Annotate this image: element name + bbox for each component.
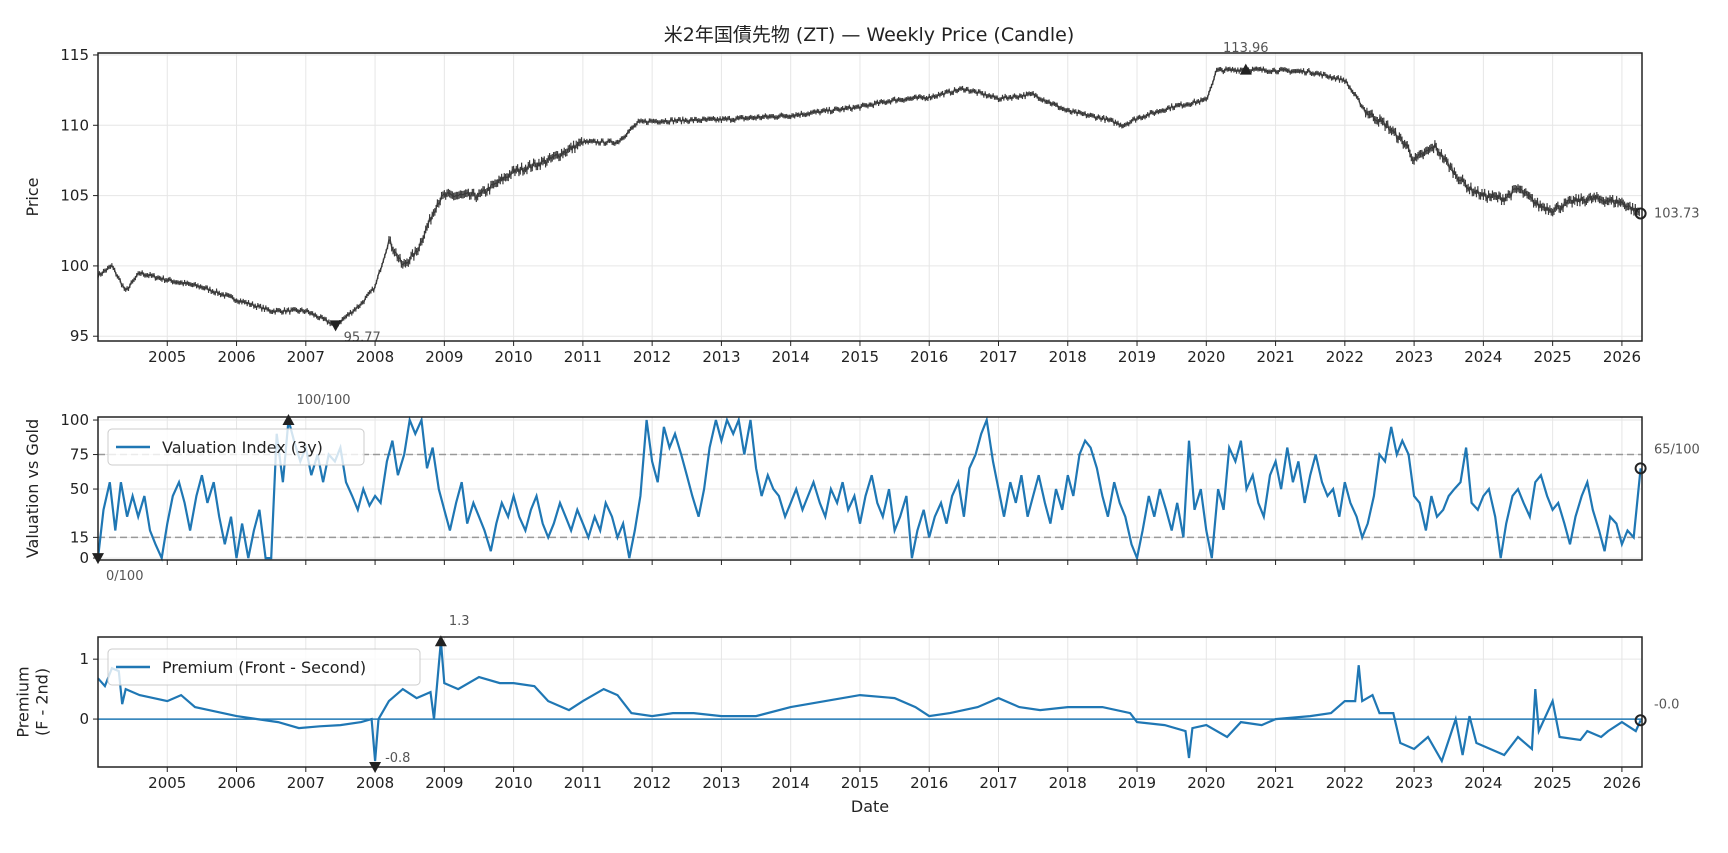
x-tick-label: 2009 [425, 348, 463, 366]
legend-label: Valuation Index (3y) [162, 438, 323, 457]
x-tick-label: 2009 [425, 774, 463, 792]
y-tick-label: 100 [60, 411, 89, 429]
x-tick-label: 2008 [356, 348, 394, 366]
y-tick-label: 100 [60, 257, 89, 275]
x-tick-label: 2008 [356, 774, 394, 792]
panel-1: 0 15 50 75 100 100/100 0/100 65/100 Valuation vs… [23, 393, 1700, 584]
y-tick-label: 0 [79, 549, 89, 567]
max-label: 100/100 [296, 393, 350, 408]
x-tick-label: 2005 [148, 774, 186, 792]
y-axis-label: (F - 2nd) [33, 668, 52, 736]
y-tick-label: 110 [60, 116, 89, 134]
x-tick-label: 2019 [1118, 774, 1156, 792]
panel-0: 2005 2006 2007 2008 2009 2010 2011 2012 2013 2014… [23, 41, 1700, 366]
x-tick-label: 2011 [564, 348, 602, 366]
y-tick-label: 1 [79, 650, 89, 668]
x-tick-label: 2014 [772, 774, 810, 792]
x-tick-label: 2024 [1464, 348, 1502, 366]
x-tick-label: 2022 [1326, 774, 1364, 792]
x-tick-label: 2022 [1326, 348, 1364, 366]
y-tick-label: 105 [60, 187, 89, 205]
x-tick-label: 2013 [702, 774, 740, 792]
x-tick-label: 2021 [1256, 774, 1294, 792]
x-tick-label: 2017 [979, 774, 1017, 792]
x-tick-label: 2019 [1118, 348, 1156, 366]
x-tick-label: 2018 [1049, 348, 1087, 366]
y-tick-label: 15 [70, 528, 89, 546]
x-tick-label: 2005 [148, 348, 186, 366]
x-tick-label: 2016 [910, 348, 948, 366]
x-tick-label: 2010 [495, 774, 533, 792]
x-tick-label: 2026 [1603, 348, 1641, 366]
min-label: 0/100 [106, 569, 143, 584]
x-tick-label: 2015 [841, 774, 879, 792]
x-tick-label: 2026 [1603, 774, 1641, 792]
last-value-label: -0.0 [1654, 697, 1679, 712]
min-marker [330, 320, 342, 331]
x-tick-label: 2007 [287, 774, 325, 792]
y-axis-label: Valuation vs Gold [23, 419, 42, 558]
min-label: 95.77 [344, 330, 381, 345]
chart-title: 米2年国債先物 (ZT) — Weekly Price (Candle) [664, 24, 1074, 46]
x-tick-label: 2025 [1534, 774, 1572, 792]
last-value-label: 103.73 [1654, 206, 1700, 221]
x-tick-label: 2018 [1049, 774, 1087, 792]
y-tick-label: 50 [70, 480, 89, 498]
x-tick-label: 2023 [1395, 348, 1433, 366]
x-tick-label: 2020 [1187, 348, 1225, 366]
y-axis-label: Price [23, 177, 42, 216]
min-label: -0.8 [385, 751, 410, 766]
x-tick-label: 2023 [1395, 774, 1433, 792]
x-tick-label: 2007 [287, 348, 325, 366]
x-tick-label: 2021 [1256, 348, 1294, 366]
x-tick-label: 2011 [564, 774, 602, 792]
y-tick-label: 95 [70, 327, 89, 345]
x-tick-label: 2012 [633, 348, 671, 366]
legend-label: Premium (Front - Second) [162, 658, 366, 677]
panel-2: 2005 2006 2007 2008 2009 2010 2011 2012 2013 2014… [14, 614, 1680, 816]
x-tick-label: 2020 [1187, 774, 1225, 792]
axes-frame [98, 53, 1642, 341]
x-tick-label: 2014 [772, 348, 810, 366]
y-tick-label: 0 [79, 710, 89, 728]
x-tick-label: 2010 [495, 348, 533, 366]
x-tick-label: 2025 [1534, 348, 1572, 366]
x-tick-label: 2016 [910, 774, 948, 792]
y-tick-label: 75 [70, 446, 89, 464]
x-axis-label: Date [851, 797, 889, 816]
x-tick-label: 2012 [633, 774, 671, 792]
x-tick-label: 2017 [979, 348, 1017, 366]
legend: Premium (Front - Second) [108, 649, 420, 685]
x-tick-label: 2013 [702, 348, 740, 366]
x-tick-label: 2006 [217, 774, 255, 792]
y-tick-label: 115 [60, 46, 89, 64]
legend: Valuation Index (3y) [108, 429, 364, 465]
x-tick-label: 2006 [217, 348, 255, 366]
y-axis-label: Premium [14, 666, 33, 737]
last-value-label: 65/100 [1654, 442, 1700, 457]
max-label: 1.3 [449, 614, 470, 629]
x-tick-label: 2015 [841, 348, 879, 366]
price-line [98, 69, 1639, 325]
x-tick-label: 2024 [1464, 774, 1502, 792]
